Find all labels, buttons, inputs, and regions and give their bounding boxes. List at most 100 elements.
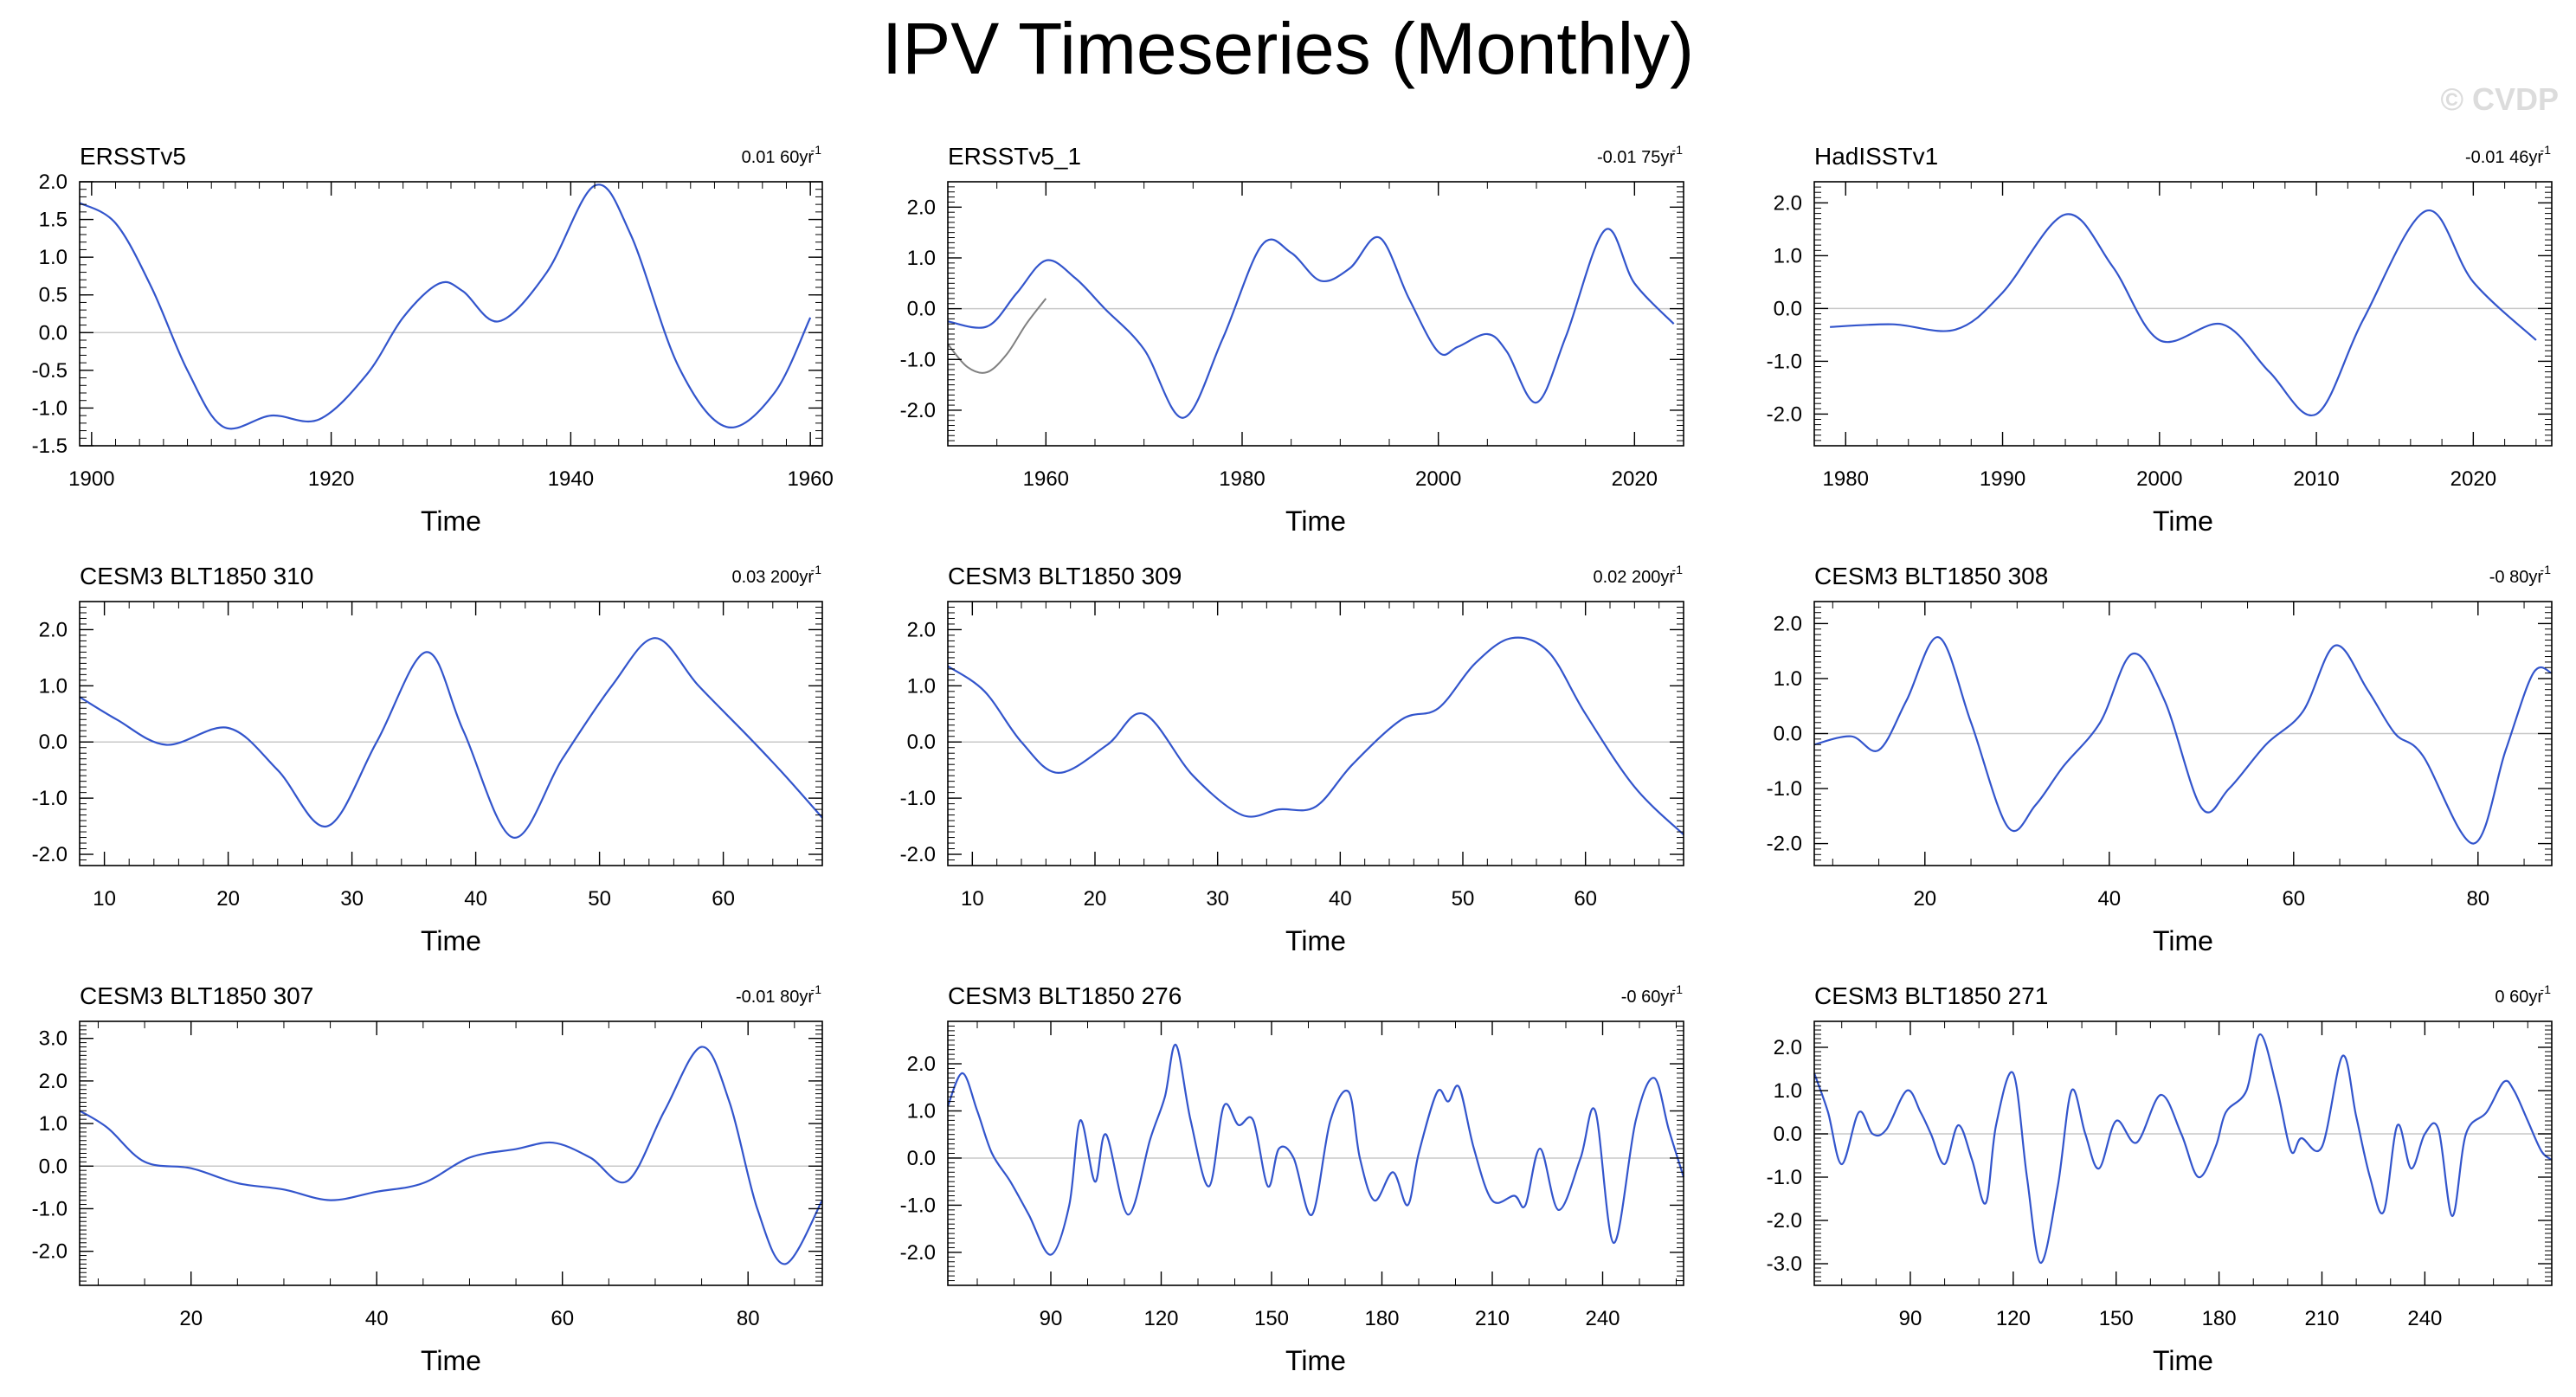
x-tick-label: 2010 — [2293, 467, 2339, 491]
series-line-secondary — [947, 298, 1047, 374]
trend-label: 0.03 200yr — [731, 568, 814, 587]
x-tick-label: 40 — [464, 887, 487, 911]
y-tick-label: 0.5 — [39, 284, 68, 307]
plot-frame — [79, 181, 823, 447]
trend-superscript: -1 — [2541, 982, 2552, 996]
series-line-ipv — [1830, 209, 2537, 417]
series-line-ipv — [1813, 1033, 2553, 1265]
y-tick-label: 0.0 — [1774, 297, 1802, 320]
panel-title: CESM3 BLT1850 307 — [80, 982, 313, 1009]
y-tick-label: -2.0 — [900, 1241, 936, 1265]
panel-title: ERSSTv5_1 — [948, 143, 1081, 170]
trend-label: -0.01 75yr — [1597, 148, 1675, 167]
panel-4: 10 20 30 40 50 60 -2.0 -1.0 0.0 1.0 2.0 CESM3 BLT18… — [32, 563, 823, 956]
x-tick-label: 2000 — [1415, 467, 1461, 491]
x-tick-label: 50 — [1452, 887, 1475, 911]
y-tick-label: -2.0 — [1767, 402, 1802, 426]
trend-superscript: -1 — [1672, 143, 1684, 157]
cvdp-watermark: © CVDP — [2440, 81, 2559, 117]
trend-label: -0 80yr — [2489, 568, 2544, 587]
plot-frame — [947, 601, 1684, 866]
x-tick-label: 80 — [2466, 887, 2489, 911]
y-tick-label: 0.0 — [39, 1155, 68, 1178]
x-tick-label: 20 — [216, 887, 240, 911]
x-tick-label: 50 — [588, 887, 611, 911]
x-axis-label: Time — [1285, 505, 1346, 537]
y-tick-label: -2.0 — [1767, 1209, 1802, 1233]
x-axis-label: Time — [1285, 1345, 1346, 1376]
figure-title: IPV Timeseries (Monthly) — [881, 8, 1695, 89]
x-axis-label: Time — [2153, 925, 2213, 956]
x-tick-label: 210 — [1475, 1307, 1510, 1330]
x-tick-label: 1920 — [308, 467, 354, 491]
y-tick-label: -2.0 — [1767, 833, 1802, 856]
y-tick-label: 1.0 — [1774, 1079, 1802, 1103]
x-tick-label: 30 — [340, 887, 364, 911]
panel-title: CESM3 BLT1850 310 — [80, 563, 313, 589]
series-line-ipv — [79, 637, 823, 839]
y-tick-label: 0.0 — [1774, 723, 1802, 746]
y-tick-label: 3.0 — [39, 1027, 68, 1051]
x-tick-label: 210 — [2304, 1307, 2339, 1330]
panel-title: HadISSTv1 — [1814, 143, 1938, 170]
y-tick-label: -1.0 — [1767, 350, 1802, 373]
x-tick-label: 240 — [2407, 1307, 2442, 1330]
x-tick-label: 40 — [1329, 887, 1352, 911]
panel-5: 10 20 30 40 50 60 -2.0 -1.0 0.0 1.0 2.0 CESM3 BLT18… — [900, 563, 1684, 956]
x-axis-label: Time — [421, 1345, 481, 1376]
y-tick-label: -1.0 — [1767, 1166, 1802, 1189]
panel-title: CESM3 BLT1850 271 — [1814, 982, 2048, 1009]
x-tick-label: 180 — [2202, 1307, 2237, 1330]
y-tick-label: -1.0 — [900, 787, 936, 810]
x-tick-label: 90 — [1899, 1307, 1922, 1330]
panel-7: 20 40 60 80 -2.0 -1.0 0.0 1.0 2.0 3.0 CESM3 BLT185… — [32, 982, 823, 1376]
y-tick-label: 1.0 — [907, 247, 936, 270]
x-tick-label: 1980 — [1219, 467, 1265, 491]
x-tick-label: 1940 — [548, 467, 594, 491]
panel-title: CESM3 BLT1850 309 — [948, 563, 1182, 589]
y-tick-label: 2.0 — [907, 196, 936, 219]
y-tick-label: 0.0 — [907, 1147, 936, 1170]
x-axis-label: Time — [421, 505, 481, 537]
y-tick-label: -1.0 — [32, 396, 68, 420]
trend-superscript: -1 — [811, 563, 822, 576]
x-tick-label: 40 — [2097, 887, 2121, 911]
trend-label: -0.01 46yr — [2465, 148, 2543, 167]
y-tick-label: -1.0 — [1767, 777, 1802, 801]
trend-label: -0.01 80yr — [736, 988, 814, 1007]
y-tick-label: 0.0 — [1774, 1123, 1802, 1146]
trend-superscript: -1 — [811, 143, 822, 157]
trend-superscript: -1 — [2541, 143, 2552, 157]
panel-title: ERSSTv5 — [80, 143, 186, 170]
x-tick-label: 2000 — [2136, 467, 2182, 491]
x-tick-label: 1960 — [1023, 467, 1069, 491]
y-tick-label: -3.0 — [1767, 1252, 1802, 1276]
x-tick-label: 120 — [1996, 1307, 2031, 1330]
x-tick-label: 1900 — [68, 467, 114, 491]
y-tick-label: -2.0 — [32, 843, 68, 866]
x-tick-label: 20 — [179, 1307, 203, 1330]
series-line-ipv — [79, 1046, 823, 1265]
x-tick-label: 60 — [712, 887, 735, 911]
x-tick-label: 80 — [737, 1307, 760, 1330]
x-axis-label: Time — [2153, 505, 2213, 537]
panel-3: 1980 1990 2000 2010 2020 -2.0 -1.0 0.0 1.0 2.0 Had… — [1767, 143, 2553, 537]
trend-superscript: -1 — [1672, 563, 1684, 576]
trend-superscript: -1 — [811, 982, 822, 996]
trend-superscript: -1 — [2541, 563, 2552, 576]
panel-9: 90 120 150 180 210 240 -3.0 -2.0 -1.0 0.0 1.0 2.0 CE… — [1767, 982, 2553, 1376]
series-line-ipv — [947, 636, 1684, 836]
y-tick-label: 0.0 — [907, 731, 936, 754]
x-axis-label: Time — [1285, 925, 1346, 956]
x-tick-label: 20 — [1084, 887, 1107, 911]
y-tick-label: 2.0 — [39, 618, 68, 641]
series-line-ipv — [947, 228, 1675, 419]
x-tick-label: 1980 — [1823, 467, 1869, 491]
panel-title: CESM3 BLT1850 308 — [1814, 563, 2048, 589]
panel-title: CESM3 BLT1850 276 — [948, 982, 1182, 1009]
panel-2: 1960 1980 2000 2020 -2.0 -1.0 0.0 1.0 2.0 ERSSTv5… — [900, 143, 1684, 537]
y-tick-label: -0.5 — [32, 359, 68, 383]
y-tick-label: 1.0 — [39, 674, 68, 698]
y-tick-label: -1.5 — [32, 435, 68, 458]
